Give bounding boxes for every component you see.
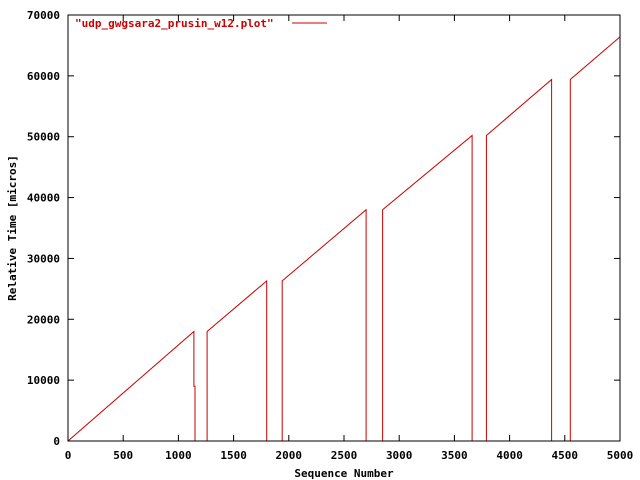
y-tick-label: 20000 (27, 313, 60, 326)
y-axis-label: Relative Time [micros] (6, 155, 19, 301)
tick-labels: 0 500 1000 1500 2000 2500 3000 3500 4000 4500 5000… (27, 9, 633, 462)
y-tick-label: 40000 (27, 192, 60, 205)
legend: "udp_gwgsara2_prusin_w12.plot" (75, 17, 327, 30)
series-layer (67, 36, 621, 442)
x-axis-label: Sequence Number (294, 467, 394, 480)
x-tick-label: 5000 (607, 449, 634, 462)
x-tick-label: 4000 (496, 449, 523, 462)
x-tick-label: 2000 (276, 449, 303, 462)
x-tick-label: 3000 (386, 449, 413, 462)
plot-frame (67, 14, 621, 442)
x-tick-label: 0 (65, 449, 72, 462)
y-tick-label: 30000 (27, 252, 60, 265)
x-tick-label: 500 (113, 449, 133, 462)
x-tick-label: 4500 (552, 449, 579, 462)
x-tick-label: 3500 (441, 449, 468, 462)
series-line-0 (67, 36, 621, 442)
x-tick-label: 1000 (165, 449, 192, 462)
y-tick-label: 0 (53, 435, 60, 448)
y-tick-label: 70000 (27, 9, 60, 22)
x-tick-label: 1500 (220, 449, 247, 462)
y-tick-label: 10000 (27, 374, 60, 387)
legend-entry-label: "udp_gwgsara2_prusin_w12.plot" (75, 17, 274, 30)
y-tick-label: 60000 (27, 70, 60, 83)
x-tick-label: 2500 (331, 449, 358, 462)
y-tick-label: 50000 (27, 131, 60, 144)
